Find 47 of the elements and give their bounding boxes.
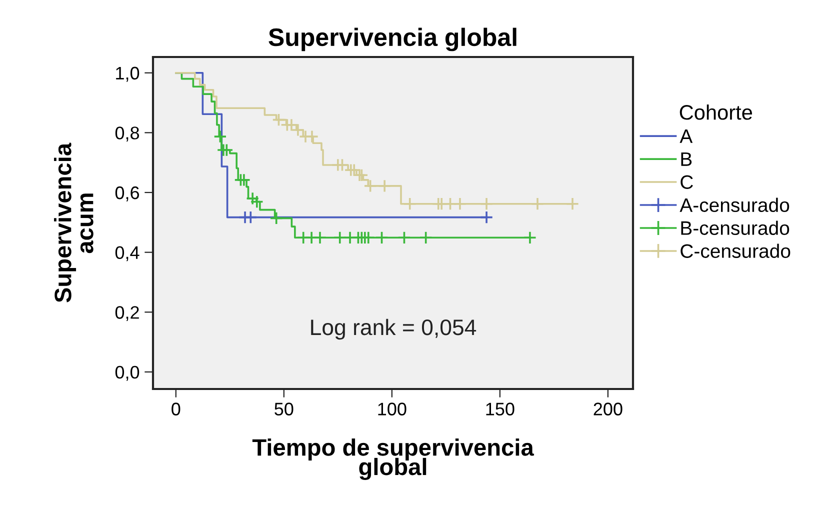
point: [333, 230, 347, 244]
point: [246, 192, 260, 206]
point: [453, 197, 467, 211]
point: [220, 143, 234, 157]
point: [530, 197, 544, 211]
x-tick-label: 150: [486, 402, 514, 416]
legend-label: B-censurado: [681, 220, 790, 235]
x-axis-title: Tiempo de supervivencia global: [252, 438, 534, 480]
chart-title: Supervivencia global: [268, 28, 516, 52]
point: [480, 210, 494, 224]
x-tick-label: 0: [172, 402, 180, 416]
point: [444, 197, 457, 211]
x-tick-label: 100: [378, 402, 406, 416]
point: [362, 230, 376, 244]
point: [213, 130, 227, 144]
legend-label: C: [680, 175, 693, 190]
y-tick-label: 0,2: [115, 306, 139, 321]
x-tick-label: 200: [594, 402, 622, 416]
point: [523, 230, 537, 244]
legend-label: B: [681, 152, 692, 166]
point: [272, 113, 286, 127]
point: [403, 197, 417, 211]
point: [270, 212, 284, 225]
y-tick-label: 0,8: [115, 126, 140, 142]
legend-label: A-censurado: [680, 198, 790, 212]
y-axis-title: Supervivencia acum: [54, 142, 94, 302]
point: [375, 230, 388, 244]
point: [364, 179, 378, 193]
point: [250, 195, 264, 208]
point: [419, 230, 433, 244]
legend-label: C-censurado: [680, 244, 790, 258]
y-tick-label: 0,4: [115, 246, 140, 262]
y-tick-label: 0,6: [115, 186, 140, 202]
point: [284, 118, 298, 132]
y-tick-label: 0,0: [115, 366, 140, 381]
y-tick-label: 1,0: [116, 66, 140, 82]
point: [237, 173, 251, 187]
legend-title: Cohorte: [680, 104, 752, 120]
annotation: Log rank = 0,054: [311, 318, 476, 340]
point: [398, 230, 411, 244]
x-tick-label: 50: [274, 402, 294, 416]
point: [378, 179, 392, 193]
point: [480, 197, 494, 211]
point: [291, 123, 305, 137]
legend-label: A: [680, 129, 693, 143]
point: [313, 230, 327, 244]
point: [566, 197, 580, 211]
